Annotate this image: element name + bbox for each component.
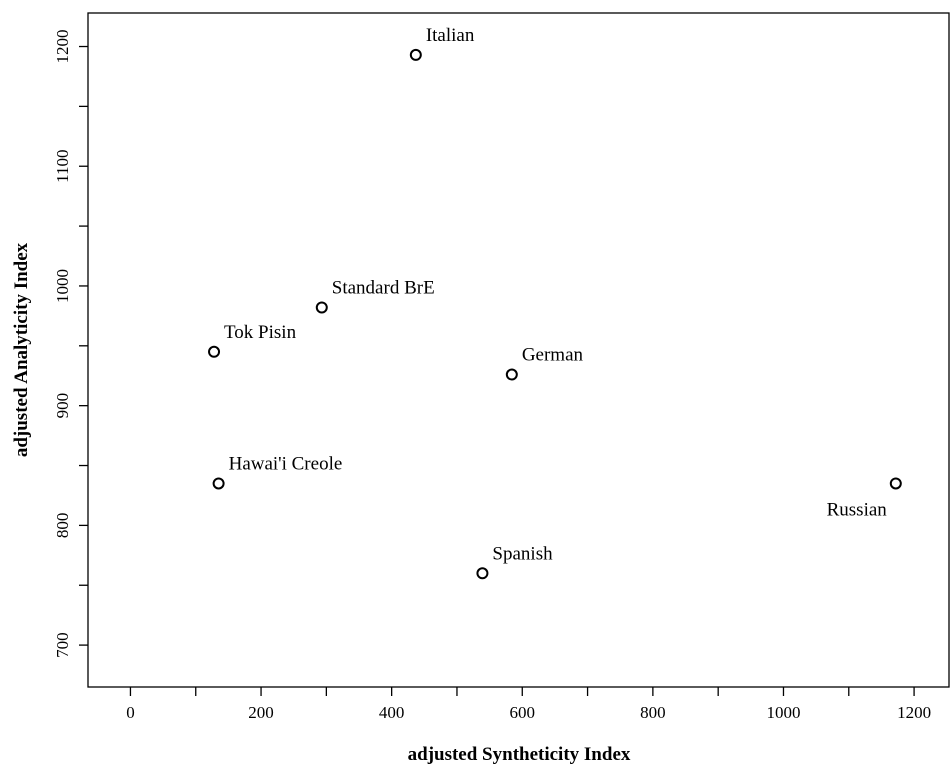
point-label: Russian — [827, 499, 888, 520]
y-tick-label: 800 — [53, 513, 72, 539]
data-point — [315, 301, 328, 314]
y-tick-label: 1000 — [53, 269, 72, 303]
y-axis: 700 800 900 1000 1100 1200 — [53, 30, 88, 658]
data-point — [409, 48, 422, 61]
x-tick-label: 800 — [640, 703, 666, 722]
x-tick-label: 200 — [248, 703, 274, 722]
x-tick-label: 600 — [510, 703, 536, 722]
data-point — [208, 345, 221, 358]
point-label: Hawai'i Creole — [229, 453, 343, 474]
data-point — [505, 368, 518, 381]
data-point — [476, 567, 489, 580]
x-tick-label: 1200 — [897, 703, 931, 722]
y-tick-label: 700 — [53, 632, 72, 658]
y-tick-label: 1100 — [53, 150, 72, 183]
y-axis-title: adjusted Analyticity Index — [11, 242, 32, 457]
point-label: German — [522, 345, 584, 366]
point-label: Spanish — [492, 543, 553, 564]
x-tick-label: 1000 — [766, 703, 800, 722]
x-tick-label: 400 — [379, 703, 405, 722]
y-tick-label: 1200 — [53, 30, 72, 64]
point-label: Italian — [426, 25, 475, 46]
data-point — [889, 477, 902, 490]
plot-frame — [87, 12, 950, 688]
x-axis-title: adjusted Syntheticity Index — [408, 744, 631, 765]
point-label: Tok Pisin — [224, 322, 297, 343]
x-tick-label: 0 — [126, 703, 135, 722]
x-axis: 0 200 400 600 800 1000 1200 — [126, 687, 931, 722]
data-points: Italian Standard BrE Tok Pisin German Hawai'… — [208, 25, 902, 580]
y-tick-label: 900 — [53, 393, 72, 419]
data-point — [212, 477, 225, 490]
point-label: Standard BrE — [332, 278, 435, 299]
